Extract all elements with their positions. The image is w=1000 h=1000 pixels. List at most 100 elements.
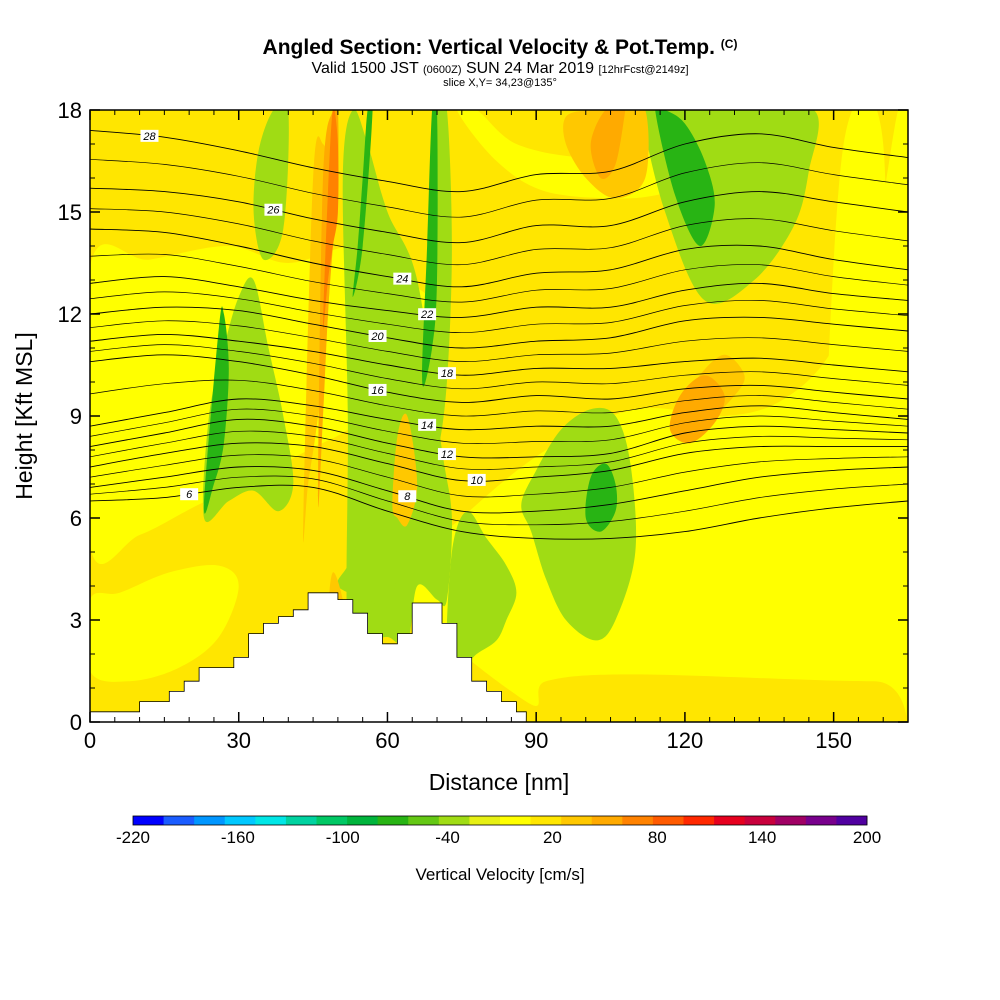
theta-contour-28: [90, 129, 908, 193]
theta-label-26: 26: [266, 205, 280, 217]
valid-utc: (0600Z): [422, 64, 462, 76]
velocity-region-0: [395, 110, 908, 716]
theta-label-box-26: [264, 203, 283, 216]
theta-label-box-16: [368, 383, 387, 396]
colorbar-swatch-2: [194, 816, 226, 825]
colorbar-swatch-20: [744, 816, 776, 825]
theta-label-12: 12: [441, 449, 453, 461]
theta-contour-10: [90, 442, 908, 482]
terrain: [89, 592, 527, 723]
theta-contour-mid-1: [90, 454, 908, 498]
colorbar-swatch-21: [775, 816, 807, 825]
colorbar-title: Vertical Velocity [cm/s]: [415, 865, 584, 884]
slice-label: slice X,Y= 34,23@135°: [443, 77, 557, 89]
y-tick-label-6: 6: [70, 506, 82, 531]
y-tick-label-9: 9: [70, 404, 82, 429]
colorbar-swatch-22: [805, 816, 837, 825]
theta-contour-24: [90, 228, 908, 288]
theta-contour-mid-7: [90, 291, 908, 334]
colorbar-swatch-23: [836, 816, 868, 825]
x-tick-label-150: 150: [815, 728, 852, 753]
theta-label-box-10: [467, 473, 486, 486]
colorbar-swatch-1: [163, 816, 195, 825]
x-axis-title: Distance [nm]: [429, 769, 570, 795]
chart-subtitle: Valid 1500 JST (0600Z) SUN 24 Mar 2019 […: [311, 60, 689, 77]
forecast-label: [12hrFcst@2149z]: [598, 64, 689, 76]
y-tick-label-12: 12: [58, 302, 82, 327]
theta-label-20: 20: [370, 331, 384, 343]
theta-label-6: 6: [186, 489, 193, 501]
theta-label-box-18: [437, 367, 456, 380]
velocity-region-4: [823, 110, 888, 578]
y-tick-label-3: 3: [70, 608, 82, 633]
theta-contour-26: [90, 187, 908, 244]
colorbar-swatch-14: [561, 816, 593, 825]
colorbar-swatch-16: [622, 816, 654, 825]
theta-label-10: 10: [471, 475, 484, 487]
colorbar-label-2: -100: [326, 828, 360, 847]
theta-label-22: 22: [420, 309, 433, 321]
y-tick-label-15: 15: [58, 200, 82, 225]
theta-contour-mid-5: [90, 344, 908, 390]
colorbar-label-6: 140: [748, 828, 776, 847]
theta-contour-18: [90, 333, 908, 376]
theta-contour-8: [90, 466, 908, 514]
velocity-field: [90, 110, 908, 722]
theta-contour-mid-9: [90, 208, 908, 266]
theta-contour-mid-0: [90, 475, 908, 526]
y-tick-label-18: 18: [58, 98, 82, 123]
colorbar-swatch-0: [133, 816, 164, 825]
colorbar-swatch-6: [316, 816, 348, 825]
colorbar-swatch-10: [438, 816, 470, 825]
velocity-region-2: [90, 565, 239, 682]
colorbar-swatch-9: [408, 816, 440, 825]
velocity-region-10: [446, 511, 517, 672]
theta-contour-mid-8: [90, 253, 908, 303]
theta-contour-14: [90, 398, 908, 431]
theta-label-18: 18: [441, 368, 454, 380]
title-mark: (C): [720, 37, 738, 51]
colorbar-label-4: 20: [543, 828, 562, 847]
velocity-region-16: [585, 463, 618, 532]
y-tick-label-0: 0: [70, 710, 82, 735]
velocity-region-25: [669, 375, 725, 444]
colorbar-swatch-3: [224, 816, 256, 825]
theta-label-8: 8: [404, 491, 411, 503]
colorbar-frame: [132, 815, 868, 826]
theta-label-box-14: [418, 418, 437, 431]
theta-contour-22: [90, 276, 908, 318]
theta-label-16: 16: [371, 385, 384, 397]
velocity-region-13: [203, 306, 229, 514]
theta-label-box-12: [437, 448, 456, 461]
theta-contour-mid-10: [90, 158, 908, 218]
theta-label-box-6: [180, 488, 199, 501]
colorbar: -220 -160 -100 -40 20 80 140 200: [116, 815, 881, 847]
chart-title: Angled Section: Vertical Velocity & Pot.…: [262, 36, 738, 59]
theta-contour-mid-3: [90, 408, 908, 445]
velocity-region-5: [202, 277, 294, 523]
theta-contour-mid-2: [90, 430, 908, 470]
theta-label-box-24: [393, 272, 412, 285]
y-axis-title: Height [Kft MSL]: [11, 332, 37, 499]
colorbar-swatch-18: [683, 816, 715, 825]
theta-contour-mid-4: [90, 379, 908, 417]
theta-label-28: 28: [142, 131, 156, 143]
theta-contour-6: [90, 484, 908, 540]
theta-label-box-22: [418, 308, 437, 321]
terrain-profile: [89, 592, 527, 723]
colorbar-swatch-8: [377, 816, 409, 825]
velocity-region-17: [655, 110, 715, 247]
x-tick-label-30: 30: [226, 728, 250, 753]
colorbar-swatch-13: [530, 816, 562, 825]
theta-contours: 6 8 10 12 14 16 18 20 22 24 26 28: [90, 129, 908, 540]
colorbar-swatch-17: [652, 816, 684, 825]
theta-label-box-8: [398, 490, 417, 503]
theta-label-box-20: [368, 329, 387, 342]
colorbar-swatch-12: [500, 816, 531, 825]
x-tick-label-90: 90: [524, 728, 548, 753]
theta-contour-12: [90, 418, 908, 459]
x-tick-label-120: 120: [667, 728, 704, 753]
velocity-region-8: [337, 516, 398, 609]
colorbar-swatch-15: [591, 816, 623, 825]
